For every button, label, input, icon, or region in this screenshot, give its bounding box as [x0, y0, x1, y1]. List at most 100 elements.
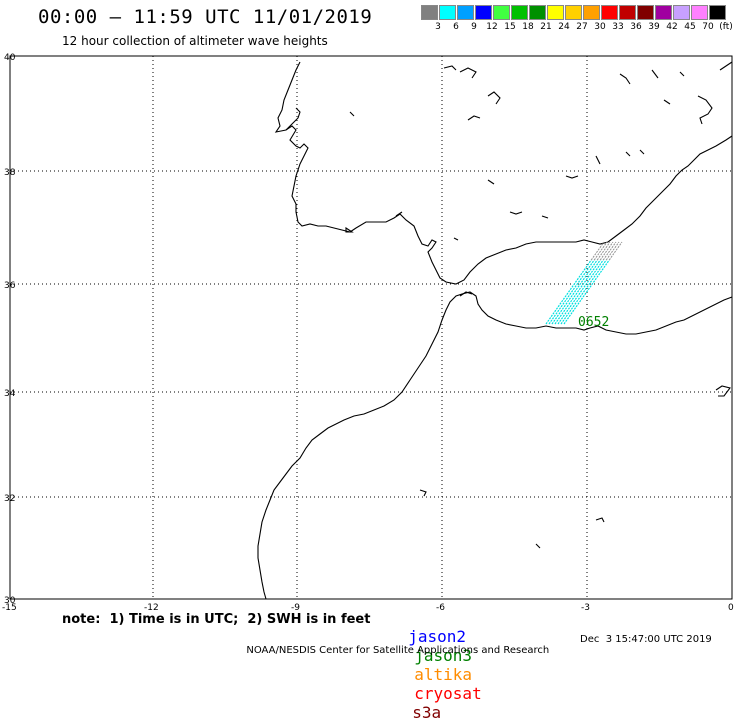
coastlines — [257, 61, 733, 600]
coastline-fragment — [619, 73, 631, 85]
track-time-label: 0652 — [578, 315, 609, 330]
lat-label: 36 — [4, 281, 16, 291]
lat-label: 40 — [4, 53, 16, 63]
coastline-fragment — [459, 67, 477, 79]
lat-label: 38 — [4, 168, 16, 178]
sat-cryosat: cryosat — [414, 684, 482, 703]
legend-swatch — [511, 5, 528, 20]
coastline-fragment — [349, 111, 355, 117]
map-subtitle: 12 hour collection of altimeter wave hei… — [62, 34, 328, 48]
coastline-north-africa — [257, 291, 733, 600]
legend-swatch — [601, 5, 618, 20]
footer-note: note: 1) Time is in UTC; 2) SWH is in fe… — [62, 612, 371, 627]
track-segment-cyan — [545, 259, 592, 325]
track-segment-cyan — [560, 259, 607, 325]
legend-swatch — [655, 5, 672, 20]
legend-swatches — [421, 5, 731, 20]
coastline-fragment — [663, 99, 671, 105]
generated-timestamp: Dec 3 15:47:00 UTC 2019 — [580, 634, 712, 645]
legend-labels: 3 6 9 12 15 18 21 24 27 30 33 36 39 42 45 70 (ft) — [421, 20, 733, 34]
legend-swatch — [493, 5, 510, 20]
track-segment-gray — [593, 241, 608, 261]
wave-height-legend: 3 6 9 12 15 18 21 24 27 30 33 36 39 42 45 70 (ft) — [421, 5, 733, 35]
credit-line: NOAA/NESDIS Center for Satellite Applica… — [240, 634, 711, 667]
coastline-fragment — [395, 211, 403, 217]
legend-label: 9 — [471, 22, 477, 32]
legend-swatch — [439, 5, 456, 20]
coastline-ceuta — [459, 291, 473, 297]
legend-swatch — [637, 5, 654, 20]
lon-label: -6 — [436, 603, 445, 613]
legend-unit: (ft) — [719, 22, 733, 32]
lon-label: -9 — [291, 603, 300, 613]
coastline-fragment — [443, 65, 457, 71]
track-segment-gray — [602, 241, 617, 261]
track-segment-cyan — [557, 259, 604, 325]
sat-jason2: jason2 — [408, 627, 467, 646]
legend-swatch — [547, 5, 564, 20]
track-segment-cyan — [548, 259, 595, 325]
legend-swatch — [565, 5, 582, 20]
legend-swatch — [619, 5, 636, 20]
legend-label: 33 — [612, 22, 624, 32]
legend-label: 15 — [504, 22, 516, 32]
sat-s3a: s3a — [412, 703, 442, 722]
credit-text: NOAA/NESDIS Center for Satellite Applica… — [246, 645, 550, 656]
legend-label: 36 — [630, 22, 642, 32]
track-segment-gray — [590, 241, 605, 261]
coastline-fragment — [509, 211, 523, 215]
lon-label: -15 — [2, 603, 17, 613]
coastline-fragment — [595, 517, 605, 523]
legend-label: 6 — [453, 22, 459, 32]
coastline-fragment — [467, 115, 481, 121]
coastline-fragment — [651, 69, 659, 79]
track-segment-cyan — [563, 259, 610, 325]
track-segment-cyan — [554, 259, 601, 325]
coastline-fragment — [639, 149, 645, 155]
track-segment-gray — [599, 241, 614, 261]
lat-label: 30 — [4, 596, 16, 606]
legend-label: 18 — [522, 22, 534, 32]
legend-swatch — [709, 5, 726, 20]
lat-label: 34 — [4, 389, 16, 399]
coastline-portugal-north — [285, 107, 301, 131]
legend-swatch — [475, 5, 492, 20]
track-segment-gray — [596, 241, 611, 261]
lon-label: -3 — [581, 603, 590, 613]
coastline-fragment — [419, 489, 427, 497]
legend-swatch — [583, 5, 600, 20]
legend-label: 30 — [594, 22, 606, 32]
lon-label: 0 — [728, 603, 734, 613]
legend-label: 21 — [540, 22, 552, 32]
coastline-iberia-west — [274, 61, 733, 285]
coastline-fragment — [345, 226, 354, 233]
lat-label: 32 — [4, 494, 15, 504]
coastline-fragment — [719, 61, 733, 71]
altimeter-track — [545, 241, 623, 325]
coastline-fragment — [487, 179, 495, 185]
track-segment-gray — [608, 241, 623, 261]
coastline-fragment — [595, 155, 601, 165]
graticule — [10, 56, 732, 599]
legend-label: 70 — [702, 22, 714, 32]
coastline-fragment — [625, 151, 631, 157]
legend-label: 27 — [576, 22, 588, 32]
coastline-fragment — [679, 71, 685, 77]
map-frame — [9, 55, 733, 600]
coastline-fragment — [487, 91, 501, 105]
legend-label: 45 — [684, 22, 696, 32]
legend-swatch — [529, 5, 546, 20]
sat-altika: altika — [414, 665, 473, 684]
coastline-fragment — [715, 385, 731, 397]
legend-label: 24 — [558, 22, 570, 32]
wave-height-map: 40 38 36 34 32 30 -15 -12 -9 -6 -3 0 — [2, 53, 734, 613]
legend-swatch — [457, 5, 474, 20]
legend-label: 39 — [648, 22, 660, 32]
track-segment-cyan — [551, 259, 598, 325]
coastline-fragment — [453, 237, 459, 241]
legend-swatch — [421, 5, 438, 20]
legend-swatch — [691, 5, 708, 20]
coastline-fragment — [541, 215, 549, 219]
legend-label: 42 — [666, 22, 678, 32]
legend-label: 12 — [486, 22, 498, 32]
